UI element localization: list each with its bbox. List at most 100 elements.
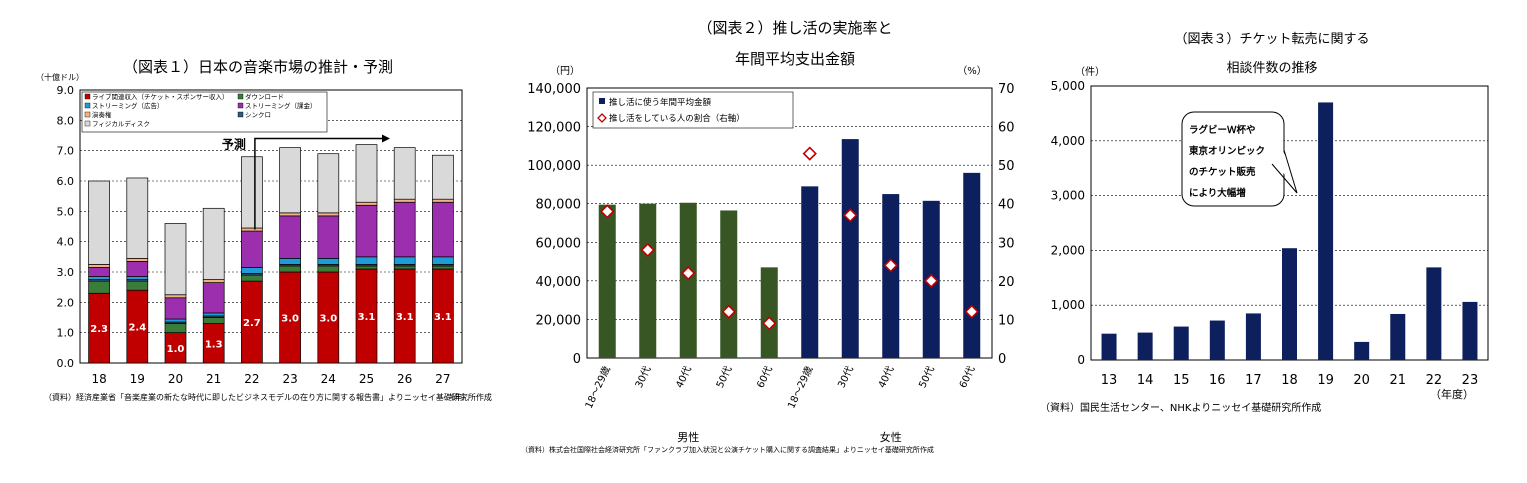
data-label: 3.1 bbox=[358, 312, 376, 323]
chart-1-xlabel: （年） bbox=[446, 392, 470, 402]
bar-segment bbox=[88, 276, 110, 280]
legend-label: ストリーミング（広告） bbox=[92, 101, 164, 110]
bar-segment bbox=[88, 264, 110, 268]
legend-swatch bbox=[84, 120, 91, 127]
legend-swatch bbox=[237, 93, 244, 100]
y-left-tick-label: 40,000 bbox=[536, 275, 582, 290]
x-tick-label: 18～29歳 bbox=[785, 364, 815, 410]
y-tick-label: 5,000 bbox=[1051, 79, 1085, 93]
y-tick-label: 0 bbox=[1077, 353, 1085, 367]
bar-segment bbox=[88, 180, 110, 265]
bar-segment bbox=[355, 256, 378, 265]
bar bbox=[882, 194, 900, 358]
bar-segment bbox=[279, 212, 301, 217]
bar-segment bbox=[279, 265, 301, 273]
y-tick-label: 4,000 bbox=[1051, 134, 1085, 148]
y-right-tick-label: 40 bbox=[998, 198, 1015, 213]
y-tick-label: 8.0 bbox=[57, 114, 75, 127]
bar-segment bbox=[241, 274, 263, 282]
y-tick-label: 1,000 bbox=[1051, 298, 1085, 312]
chart-1-svg: （図表１）日本の音楽市場の推計・予測 （十億ドル） （年） （資料）経済産業省「… bbox=[36, 58, 492, 402]
callout-tail bbox=[1271, 149, 1298, 194]
data-label: 3.1 bbox=[396, 312, 414, 323]
x-tick-label: 22 bbox=[244, 372, 259, 386]
y-tick-label: 9.0 bbox=[57, 84, 75, 97]
legend-label: 推し活に使う年間平均金額 bbox=[609, 97, 712, 108]
y-right-tick-label: 50 bbox=[998, 159, 1015, 174]
bar-segment bbox=[164, 297, 187, 320]
x-tick-label: 17 bbox=[1245, 373, 1262, 388]
chart-3-title-line1: （図表３）チケット転売に関する bbox=[1174, 31, 1369, 47]
y-left-tick-label: 20,000 bbox=[536, 313, 582, 328]
bar bbox=[1426, 267, 1442, 360]
legend-label: フィジカルディスク bbox=[92, 119, 150, 128]
y-tick-label: 5.0 bbox=[57, 205, 75, 218]
legend-swatch bbox=[237, 102, 244, 109]
y-right-tick-label: 0 bbox=[998, 352, 1006, 367]
group-label: 女性 bbox=[880, 430, 902, 444]
chart-2-title-line1: （図表２）推し活の実施率と bbox=[697, 19, 892, 37]
y-left-tick-label: 80,000 bbox=[536, 198, 582, 213]
bar bbox=[679, 202, 697, 358]
chart-2-ylabel-right: （%） bbox=[957, 65, 987, 77]
data-label: 1.0 bbox=[167, 344, 185, 355]
y-tick-label: 4.0 bbox=[57, 236, 75, 249]
x-tick-label: 30代 bbox=[633, 364, 653, 390]
chart-panel-1: （図表１）日本の音楽市場の推計・予測 （十億ドル） （年） （資料）経済産業省「… bbox=[0, 0, 505, 479]
y-tick-label: 3.0 bbox=[57, 266, 75, 279]
bar bbox=[1173, 326, 1189, 360]
bar bbox=[1282, 248, 1297, 360]
y-tick-label: 1.0 bbox=[57, 327, 75, 340]
bar-segment bbox=[317, 153, 340, 214]
bar bbox=[598, 204, 616, 358]
bar-segment bbox=[164, 323, 187, 334]
chart-3-ylabel: （件） bbox=[1075, 66, 1105, 78]
bar-segment bbox=[393, 147, 416, 200]
x-tick-label: 40代 bbox=[673, 364, 693, 390]
bar bbox=[841, 139, 859, 358]
x-tick-label: 19 bbox=[130, 372, 145, 386]
x-tick-label: 15 bbox=[1173, 373, 1190, 388]
callout-text: により大幅増 bbox=[1189, 187, 1246, 199]
x-tick-label: 18 bbox=[1281, 373, 1298, 388]
legend-swatch bbox=[84, 93, 91, 100]
chart-2-plot: 0 20,000 40,000 60,000 80,000 100,000 120,000 1… bbox=[527, 82, 1014, 444]
callout-text: のチケット販売 bbox=[1189, 166, 1256, 178]
bar-segment bbox=[164, 223, 187, 296]
legend-swatch bbox=[237, 111, 244, 118]
y-tick-label: 2.0 bbox=[57, 296, 75, 309]
x-tick-label: 25 bbox=[359, 372, 374, 386]
bar-segment bbox=[432, 198, 454, 203]
bar bbox=[1462, 301, 1478, 360]
bar-segment bbox=[202, 279, 225, 283]
bar bbox=[639, 203, 657, 358]
group-label: 男性 bbox=[677, 430, 699, 444]
ratio-marker bbox=[883, 258, 898, 273]
bar-segment bbox=[126, 177, 149, 259]
bar-segment bbox=[317, 215, 340, 259]
y-tick-label: 3,000 bbox=[1051, 189, 1085, 203]
x-tick-label: 18 bbox=[91, 372, 106, 386]
bar bbox=[1390, 313, 1406, 360]
y-tick-label: 0.0 bbox=[57, 357, 75, 370]
bar-segment bbox=[241, 156, 263, 229]
legend-box bbox=[592, 91, 794, 129]
forecast-arrow-head bbox=[382, 134, 390, 143]
legend-label: シンクロ bbox=[245, 111, 271, 119]
y-left-tick-label: 100,000 bbox=[527, 159, 581, 174]
bar-segment bbox=[126, 258, 149, 262]
x-tick-label: 14 bbox=[1137, 373, 1154, 388]
bar-segment bbox=[202, 312, 225, 317]
ratio-marker bbox=[843, 208, 858, 223]
bar-segment bbox=[393, 265, 416, 270]
bar-segment bbox=[355, 204, 378, 258]
y-right-tick-label: 70 bbox=[998, 82, 1015, 97]
callout-tail-fill bbox=[1268, 150, 1297, 193]
ratio-marker bbox=[600, 204, 615, 219]
bar-segment bbox=[279, 215, 301, 259]
x-tick-label: 26 bbox=[397, 372, 412, 386]
bar-segment bbox=[355, 265, 378, 270]
chart-3-svg: （図表３）チケット転売に関する 相談件数の推移 （件） （年度） （資料）国民生… bbox=[1040, 31, 1489, 414]
bar-segment bbox=[355, 144, 378, 203]
x-tick-label: 22 bbox=[1426, 373, 1443, 388]
